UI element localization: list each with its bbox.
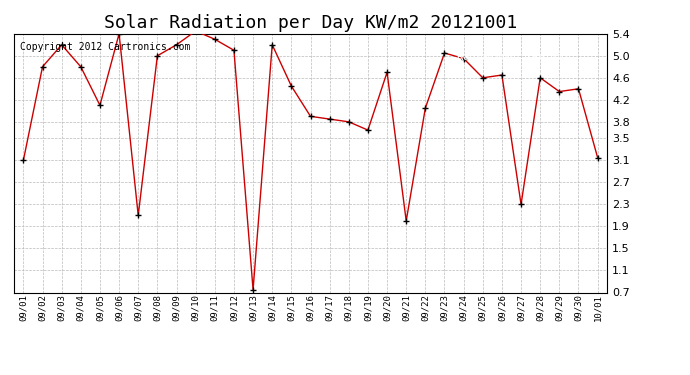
Text: Copyright 2012 Cartronics.com: Copyright 2012 Cartronics.com: [20, 42, 190, 51]
Title: Solar Radiation per Day KW/m2 20121001: Solar Radiation per Day KW/m2 20121001: [104, 14, 517, 32]
